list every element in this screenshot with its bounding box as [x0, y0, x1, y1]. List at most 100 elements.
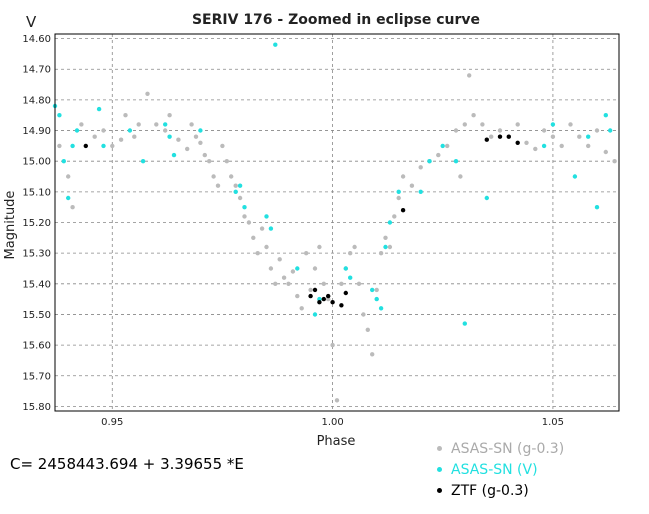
data-point: [163, 128, 168, 133]
data-point: [603, 113, 608, 118]
legend-item-asassn-g: ASAS-SN (g-0.3): [437, 438, 564, 459]
data-point: [312, 287, 318, 293]
data-point: [317, 296, 322, 302]
legend-item-ztf: ZTF (g-0.3): [437, 480, 564, 501]
data-point: [392, 214, 397, 219]
data-point: [92, 134, 97, 139]
data-point: [550, 122, 556, 127]
legend-label-asassn-v: ASAS-SN (V): [451, 461, 538, 478]
plot-frame: [54, 33, 620, 412]
data-point: [136, 122, 141, 127]
data-point: [96, 106, 102, 112]
data-point: [497, 134, 503, 139]
data-point: [480, 122, 485, 127]
data-point: [497, 128, 503, 133]
data-point: [374, 296, 379, 302]
data-point: [273, 42, 278, 47]
data-point: [167, 113, 172, 118]
y-tick-label: 14.70: [22, 65, 51, 76]
data-point: [83, 143, 89, 149]
data-point: [387, 220, 393, 225]
data-point: [370, 352, 375, 357]
legend-label-asassn-g: ASAS-SN (g-0.3): [451, 440, 565, 457]
data-point: [453, 128, 459, 133]
data-point: [396, 189, 401, 194]
y-tick-label: 15.40: [22, 279, 51, 290]
data-point: [140, 159, 146, 164]
data-point: [171, 152, 177, 158]
data-point: [348, 251, 353, 256]
data-point: [506, 134, 511, 139]
data-point: [612, 159, 617, 164]
y-tick-label: 15.20: [22, 218, 51, 229]
data-point: [229, 174, 234, 179]
data-point: [189, 122, 194, 127]
data-point: [467, 73, 472, 78]
y-tick-label: 15.10: [22, 187, 51, 198]
x-tick-label: 0.95: [101, 417, 123, 428]
data-point: [370, 287, 375, 293]
data-point: [193, 134, 199, 139]
data-point: [396, 195, 401, 201]
data-point: [101, 143, 106, 149]
data-point: [79, 122, 84, 127]
data-point: [101, 128, 106, 133]
legend-item-asassn-v: ASAS-SN (V): [437, 459, 564, 480]
data-point: [66, 195, 71, 201]
data-point: [202, 152, 207, 158]
data-point: [321, 281, 326, 286]
data-point: [118, 137, 124, 142]
data-point: [458, 174, 463, 179]
data-point: [295, 293, 300, 299]
ephemeris-formula: C= 2458443.694 + 3.39655 *E: [10, 455, 244, 473]
data-point: [541, 143, 547, 149]
data-point: [237, 183, 243, 188]
data-point: [383, 235, 388, 240]
data-point: [176, 137, 181, 142]
data-point: [317, 244, 322, 250]
data-point: [110, 143, 115, 149]
y-tick-label: 15.30: [22, 249, 51, 260]
data-point: [237, 195, 243, 201]
data-point: [211, 174, 216, 179]
corner-label: V: [26, 13, 37, 31]
data-point: [277, 257, 282, 262]
data-point: [251, 235, 256, 240]
y-tick-label: 15.60: [22, 341, 51, 352]
data-point: [167, 134, 172, 139]
data-point: [290, 269, 296, 274]
data-point: [242, 205, 247, 210]
data-point: [541, 128, 547, 133]
data-point: [145, 91, 150, 97]
data-point: [445, 143, 450, 149]
data-point: [577, 134, 582, 139]
x-tick-label: 1.05: [542, 417, 564, 428]
data-point: [61, 159, 66, 164]
data-point: [220, 143, 225, 149]
y-tick-label: 15.50: [22, 310, 51, 321]
data-point: [308, 287, 313, 293]
y-tick-label: 14.80: [22, 95, 51, 106]
data-point: [215, 183, 221, 188]
data-point: [524, 140, 529, 145]
series-0: [57, 73, 617, 403]
data-point: [348, 275, 353, 280]
data-point: [286, 281, 291, 286]
data-point: [242, 214, 247, 219]
data-point: [312, 312, 318, 317]
data-point: [57, 113, 62, 118]
data-point: [308, 293, 313, 299]
data-point: [484, 137, 489, 142]
data-point: [586, 134, 591, 139]
data-point: [365, 327, 370, 332]
data-point: [361, 312, 366, 317]
data-point: [334, 398, 340, 403]
data-point: [453, 159, 459, 164]
legend: ASAS-SN (g-0.3) ASAS-SN (V) ZTF (g-0.3): [437, 438, 564, 501]
data-point: [273, 281, 278, 286]
y-tick-label: 14.90: [22, 126, 51, 137]
data-point: [356, 281, 362, 286]
data-point: [295, 266, 300, 271]
y-tick-label: 14.60: [22, 34, 51, 45]
